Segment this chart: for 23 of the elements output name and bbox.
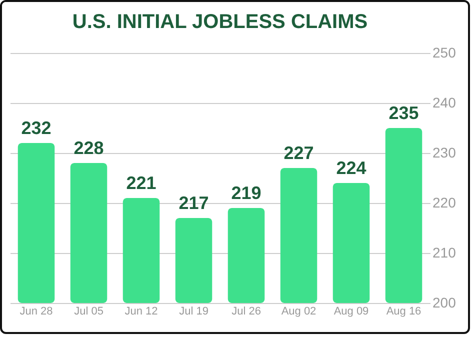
x-tick-label: Jul 26 [232,306,261,318]
x-tick-label: Jun 12 [124,306,158,318]
y-tick-label: 220 [432,194,456,210]
chart-title: U.S. INITIAL JOBLESS CLAIMS [72,11,368,33]
x-tick-label: Aug 16 [386,306,422,318]
y-tick-label: 200 [432,294,456,310]
data-label: 235 [388,103,419,123]
x-tick-label: Jul 19 [179,306,208,318]
data-label: 217 [178,193,209,213]
data-label: 232 [21,118,52,138]
data-label: 227 [284,143,314,163]
data-label: 221 [126,173,156,193]
data-label: 228 [74,138,104,158]
y-tick-label: 240 [432,94,456,110]
y-tick-label: 250 [432,44,456,60]
x-tick-label: Aug 09 [334,306,369,318]
y-tick-label: 230 [432,144,456,160]
data-label: 219 [231,183,262,203]
x-tick-label: Jun 28 [20,306,53,318]
x-tick-label: Aug 02 [281,306,316,318]
y-tick-label: 210 [432,244,456,260]
x-tick-label: Jul 05 [74,306,104,318]
data-label: 224 [336,158,366,178]
